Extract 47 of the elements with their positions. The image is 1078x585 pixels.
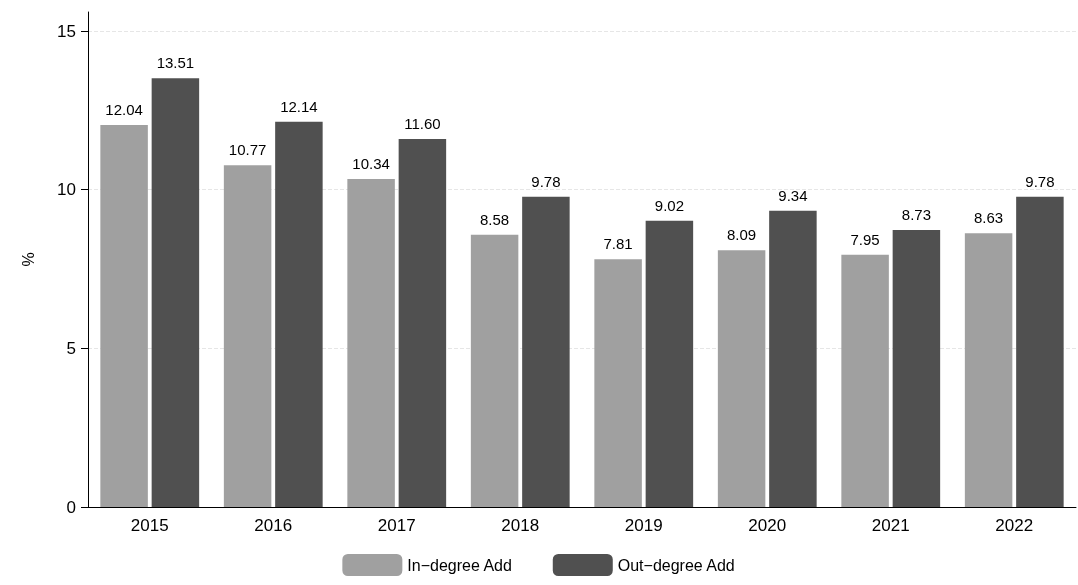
bar (151, 78, 200, 507)
bar (964, 233, 1013, 507)
data-label: 7.95 (850, 230, 880, 248)
data-label: 7.81 (603, 235, 633, 253)
bar (594, 259, 642, 507)
x-tick-label: 2022 (995, 516, 1034, 535)
bar (841, 254, 889, 507)
bar (275, 121, 323, 507)
data-label: 8.63 (974, 209, 1004, 227)
data-label: 9.02 (654, 196, 684, 214)
bar (223, 165, 272, 507)
data-label: 9.78 (531, 172, 561, 190)
x-tick-label: 2020 (748, 516, 787, 535)
bar (645, 220, 694, 507)
bar (347, 178, 395, 507)
legend-label: In−degree Add (407, 556, 512, 574)
y-tick-label: 5 (66, 338, 76, 358)
x-tick-label: 2018 (501, 516, 540, 535)
legend-label: Out−degree Add (617, 556, 735, 574)
y-tick-label: 15 (57, 21, 76, 41)
data-label: 11.60 (404, 114, 441, 132)
data-label: 12.04 (105, 100, 143, 118)
x-tick-label: 2016 (254, 516, 293, 535)
data-label: 9.34 (778, 186, 808, 204)
data-label: 10.77 (228, 141, 267, 159)
bar (892, 229, 941, 507)
y-axis-title: % (19, 252, 37, 267)
data-label: 8.58 (480, 210, 510, 228)
y-tick-label: 10 (57, 180, 76, 200)
x-tick-label: 2019 (624, 516, 663, 535)
bar (717, 250, 766, 507)
data-label: 10.34 (352, 154, 390, 172)
data-label: 13.51 (156, 54, 195, 72)
data-label: 12.14 (280, 97, 318, 115)
data-label: 8.73 (901, 205, 931, 223)
x-tick-label: 2021 (871, 516, 910, 535)
bar (522, 196, 570, 507)
bar (769, 210, 817, 507)
bar (470, 234, 519, 507)
x-tick-label: 2017 (377, 516, 416, 535)
bar (1016, 196, 1064, 507)
x-tick-label: 2015 (130, 516, 169, 535)
data-label: 8.09 (727, 226, 757, 244)
bar (398, 138, 447, 507)
y-tick-label: 0 (66, 497, 76, 517)
data-label: 9.78 (1025, 172, 1055, 190)
bar (100, 124, 148, 507)
